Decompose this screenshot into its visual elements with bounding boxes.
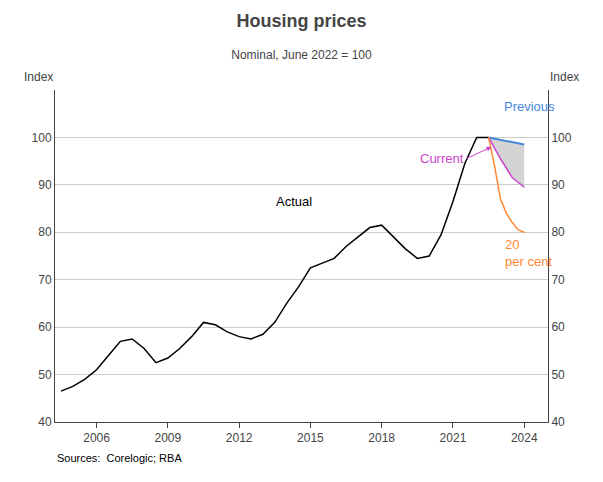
svg-text:2015: 2015: [297, 431, 324, 445]
svg-text:70: 70: [551, 273, 565, 287]
svg-text:60: 60: [38, 320, 52, 334]
svg-text:2024: 2024: [511, 431, 538, 445]
svg-text:90: 90: [551, 178, 565, 192]
svg-text:Index: Index: [24, 70, 53, 84]
svg-text:Previous: Previous: [504, 99, 555, 114]
svg-text:20per cent: 20per cent: [505, 237, 552, 269]
svg-text:40: 40: [38, 415, 52, 429]
svg-text:Nominal, June 2022 = 100: Nominal, June 2022 = 100: [231, 48, 372, 62]
svg-text:50: 50: [551, 368, 565, 382]
svg-text:2021: 2021: [440, 431, 467, 445]
svg-text:2009: 2009: [155, 431, 182, 445]
svg-text:40: 40: [551, 415, 565, 429]
svg-text:2006: 2006: [83, 431, 110, 445]
svg-text:100: 100: [32, 131, 52, 145]
svg-text:2012: 2012: [226, 431, 253, 445]
svg-text:70: 70: [38, 273, 52, 287]
svg-text:Sources: Corelogic; RBA: Sources: Corelogic; RBA: [57, 452, 182, 464]
svg-text:Housing prices: Housing prices: [236, 11, 366, 31]
svg-text:80: 80: [38, 225, 52, 239]
svg-text:Current: Current: [420, 151, 464, 166]
svg-text:90: 90: [38, 178, 52, 192]
svg-text:80: 80: [551, 225, 565, 239]
svg-text:100: 100: [551, 131, 571, 145]
svg-text:50: 50: [38, 368, 52, 382]
svg-text:Actual: Actual: [276, 194, 312, 209]
svg-text:60: 60: [551, 320, 565, 334]
svg-text:Index: Index: [550, 70, 579, 84]
svg-text:2018: 2018: [368, 431, 395, 445]
